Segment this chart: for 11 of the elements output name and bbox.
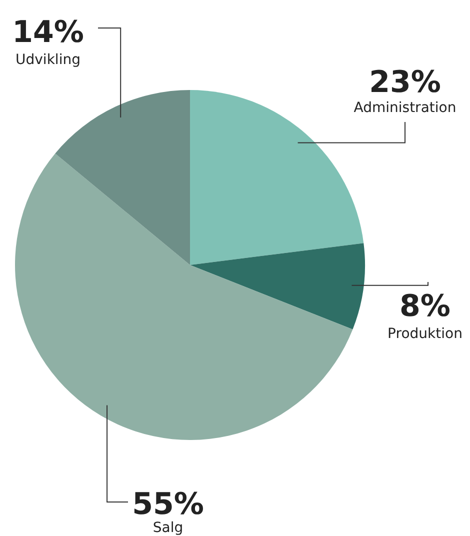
pie-slice [15,153,353,440]
data-label: 23% [369,65,441,100]
data-label: 14% [12,15,84,50]
slice-label: Salg [152,520,184,536]
data-label: 8% [400,289,450,324]
data-label: 55% [132,487,204,522]
slice-label: Udvikling [16,52,80,68]
pie-slice [55,90,190,265]
pie-slice [190,243,365,330]
slice-label: Administration [354,100,456,116]
slice-label: Produktion [388,326,462,342]
